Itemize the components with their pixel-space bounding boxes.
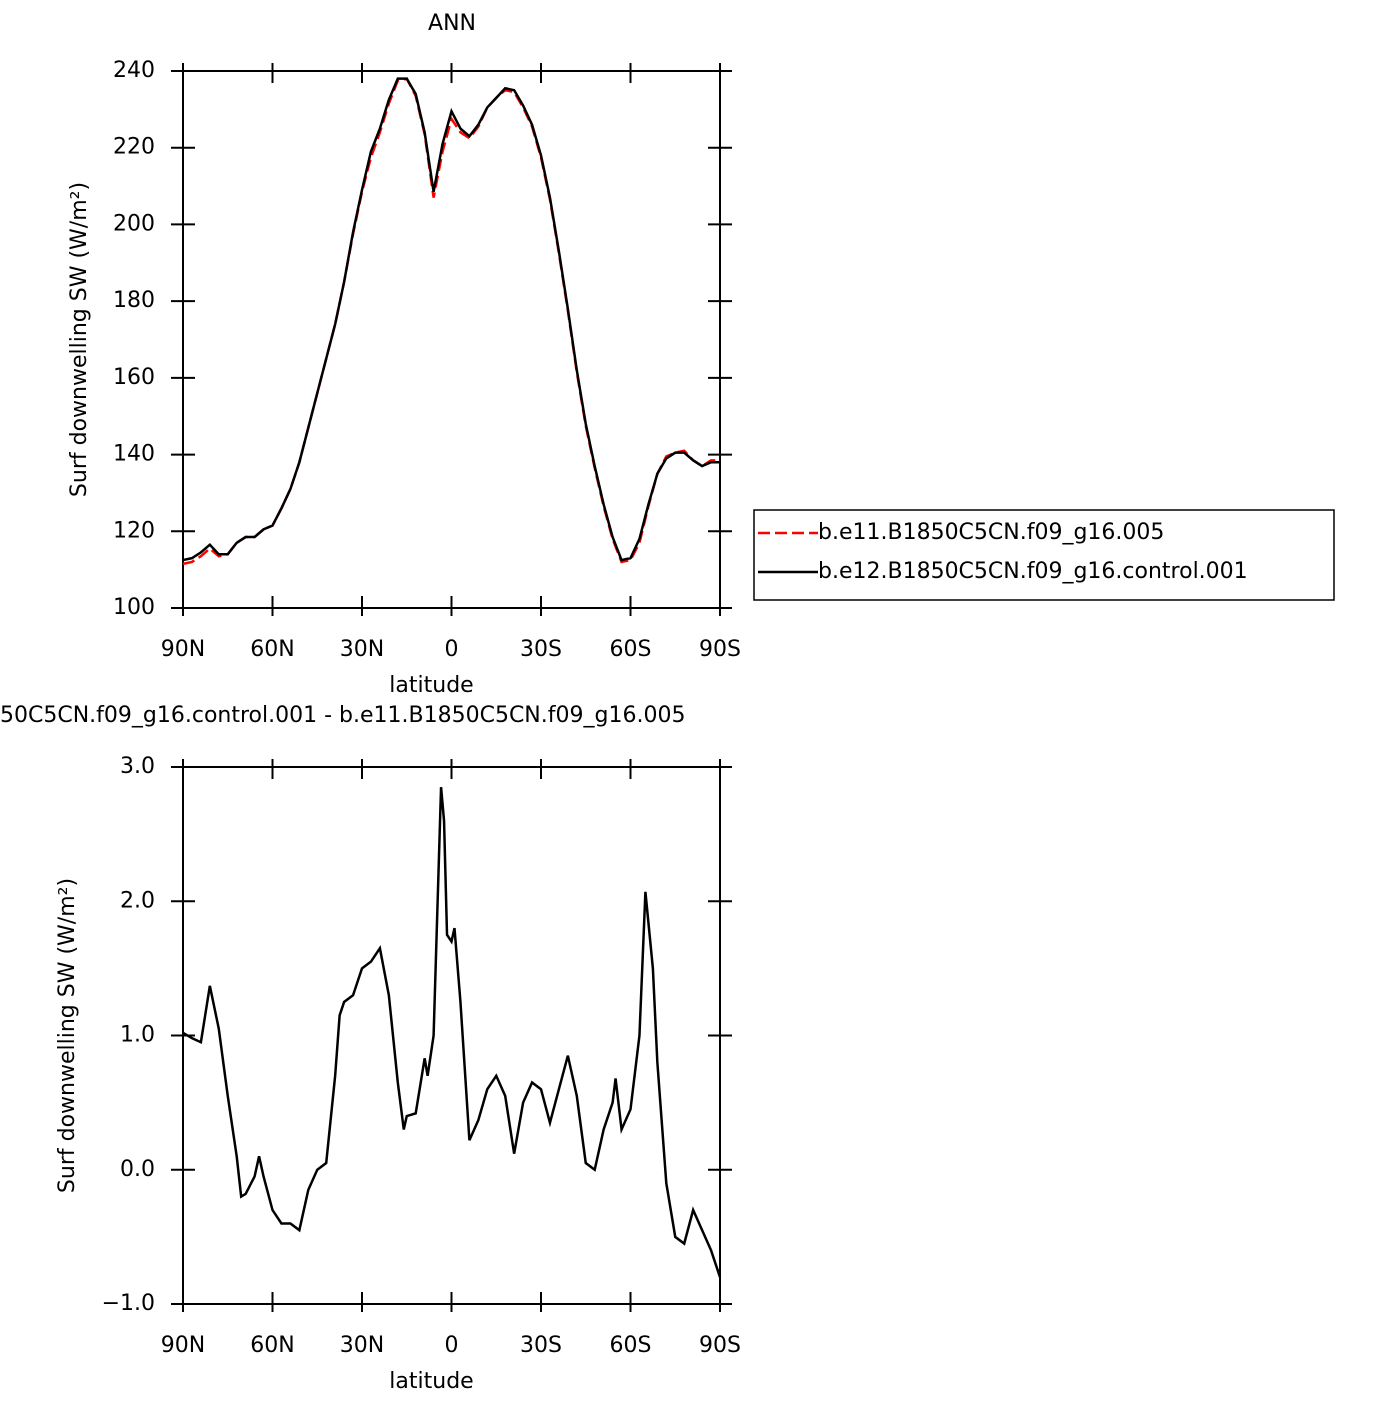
- x-tick-label: 60S: [610, 637, 652, 662]
- x-tick-label: 0: [445, 1333, 459, 1358]
- data-line: [182, 787, 722, 1278]
- y-tick-label: 1.0: [120, 1023, 155, 1048]
- x-tick-label: 60N: [250, 1333, 294, 1358]
- chart-title: ANN: [428, 11, 476, 36]
- x-axis-label: latitude: [389, 1369, 473, 1394]
- x-tick-label: 30N: [340, 637, 384, 662]
- x-axis-label: latitude: [389, 673, 473, 698]
- x-tick-label: 0: [445, 637, 459, 662]
- y-tick-label: 240: [113, 58, 155, 83]
- y-tick-label: −1.0: [102, 1291, 155, 1316]
- y-tick-label: 220: [113, 135, 155, 160]
- legend-label: b.e11.B1850C5CN.f09_g16.005: [818, 520, 1164, 545]
- y-tick-label: 180: [113, 288, 155, 313]
- x-tick-label: 90N: [161, 1333, 205, 1358]
- legend-label: b.e12.B1850C5CN.f09_g16.control.001: [818, 559, 1248, 584]
- data-line: [182, 77, 720, 566]
- plot-frame: [182, 766, 721, 1305]
- y-tick-label: 200: [113, 211, 155, 236]
- y-tick-label: 2.0: [120, 888, 155, 913]
- y-tick-label: 3.0: [120, 754, 155, 779]
- y-tick-label: 0.0: [120, 1157, 155, 1182]
- legend-box: [753, 509, 1335, 601]
- x-tick-label: 30S: [520, 1333, 562, 1358]
- y-axis-label: Surf downwelling SW (W/m²): [67, 182, 92, 497]
- x-tick-label: 90S: [699, 637, 741, 662]
- x-tick-label: 90S: [699, 1333, 741, 1358]
- x-tick-label: 60N: [250, 637, 294, 662]
- y-axis-label: Surf downwelling SW (W/m²): [55, 878, 80, 1193]
- x-tick-label: 60S: [610, 1333, 652, 1358]
- x-tick-label: 30N: [340, 1333, 384, 1358]
- y-tick-label: 100: [113, 595, 155, 620]
- x-tick-label: 90N: [161, 637, 205, 662]
- x-tick-label: 30S: [520, 637, 562, 662]
- y-tick-label: 160: [113, 365, 155, 390]
- y-tick-label: 120: [113, 518, 155, 543]
- plot-frame: [182, 70, 721, 609]
- y-tick-label: 140: [113, 442, 155, 467]
- data-line: [182, 77, 720, 562]
- chart-title: 50C5CN.f09_g16.control.001 - b.e11.B1850…: [0, 703, 685, 728]
